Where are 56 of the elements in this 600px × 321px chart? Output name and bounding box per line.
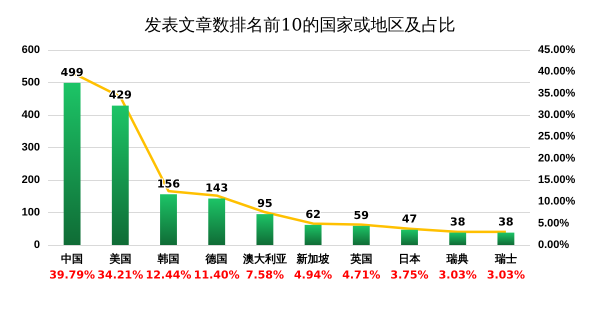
data-label: 12.44%	[146, 268, 192, 282]
y2-tick-label: 15.00%	[538, 174, 576, 186]
x-tick-label: 瑞士	[494, 252, 517, 266]
x-tick-label: 澳大利亚	[242, 252, 287, 266]
y2-tick-label: 35.00%	[538, 87, 576, 100]
x-tick-label: 韩国	[156, 252, 180, 266]
y2-tick-label: 10.00%	[538, 196, 576, 208]
y2-tick-label: 0.00%	[538, 239, 570, 251]
bar	[64, 82, 81, 245]
x-tick-label: 中国	[61, 252, 84, 266]
data-label: 143	[205, 182, 228, 195]
bar	[449, 232, 466, 245]
bar	[112, 106, 129, 245]
y-tick-label: 500	[22, 76, 40, 88]
bar	[208, 198, 226, 245]
y-tick-label: 0	[34, 239, 40, 251]
data-label: 7.58%	[246, 268, 284, 282]
x-tick-label: 德国	[204, 252, 228, 266]
data-label: 62	[305, 208, 321, 221]
x-tick-label: 美国	[108, 252, 132, 266]
bar	[256, 214, 274, 245]
y2-tick-label: 5.00%	[538, 217, 570, 230]
data-label: 3.75%	[390, 268, 429, 282]
data-label: 4.71%	[342, 268, 380, 282]
y2-tick-label: 45.00%	[538, 44, 576, 56]
y-tick-label: 600	[22, 44, 40, 56]
bar	[401, 230, 418, 245]
data-label: 499	[60, 66, 84, 79]
data-label: 95	[257, 197, 273, 210]
y2-tick-label: 20.00%	[538, 152, 576, 164]
data-label: 3.03%	[486, 268, 525, 282]
data-label: 11.40%	[194, 268, 240, 282]
y-tick-label: 400	[22, 109, 40, 121]
chart-title: 发表文章数排名前10的国家或地区及占比	[144, 16, 456, 36]
y2-tick-label: 25.00%	[538, 130, 576, 143]
y-tick-label: 100	[22, 206, 40, 218]
bar	[160, 194, 177, 245]
x-tick-label: 英国	[349, 252, 372, 266]
data-label: 38	[498, 216, 514, 229]
x-tick-label: 日本	[398, 252, 422, 266]
data-label: 38	[450, 216, 466, 229]
bar	[304, 224, 322, 245]
data-label: 34.21%	[97, 268, 144, 282]
x-tick-label: 瑞典	[446, 252, 469, 266]
data-label: 4.94%	[294, 268, 332, 282]
data-label: 47	[402, 212, 418, 226]
y-tick-label: 200	[22, 174, 40, 186]
y2-tick-label: 40.00%	[538, 66, 576, 78]
bar	[352, 226, 370, 245]
y2-tick-label: 30.00%	[538, 109, 576, 121]
data-label: 39.79%	[49, 268, 96, 282]
bar	[497, 232, 514, 245]
data-label: 3.03%	[438, 268, 477, 282]
y-tick-label: 300	[22, 142, 40, 154]
x-tick-label: 新加坡	[296, 252, 331, 266]
data-label: 59	[354, 208, 369, 222]
